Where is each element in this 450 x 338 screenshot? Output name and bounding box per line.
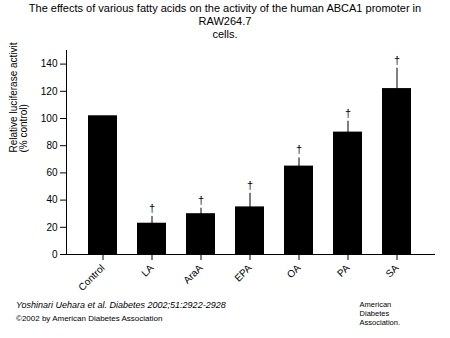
svg-text:PA: PA xyxy=(335,262,352,279)
svg-text:LA: LA xyxy=(139,262,156,279)
svg-text:EPA: EPA xyxy=(232,262,254,284)
svg-text:OA: OA xyxy=(285,262,303,280)
svg-text:†: † xyxy=(247,178,253,190)
svg-text:Relative luciferase activity(%: Relative luciferase activity(% control) xyxy=(8,42,29,153)
svg-text:†: † xyxy=(149,202,155,214)
svg-text:Control: Control xyxy=(76,262,107,293)
svg-text:†: † xyxy=(345,106,351,118)
svg-text:0: 0 xyxy=(52,248,58,259)
html-text:American Diabetes Association.: American Diabetes Association. xyxy=(359,299,400,328)
svg-text:AraA: AraA xyxy=(181,262,205,286)
svg-text:60: 60 xyxy=(46,167,58,178)
svg-text:140: 140 xyxy=(41,58,58,69)
svg-text:120: 120 xyxy=(41,85,58,96)
svg-text:80: 80 xyxy=(46,139,58,150)
html-text:©2002 by American Diabetes Ass: ©2002 by American Diabetes Association xyxy=(16,313,163,323)
svg-text:40: 40 xyxy=(46,194,58,205)
svg-text:20: 20 xyxy=(46,221,58,232)
html-text:The effects of various fatty a: The effects of various fatty acids on th… xyxy=(28,2,422,41)
svg-text:†: † xyxy=(394,53,400,65)
html-text:Yoshinari Uehara et al. Diabet: Yoshinari Uehara et al. Diabetes 2002;51… xyxy=(16,299,226,310)
svg-text:†: † xyxy=(198,193,204,205)
svg-text:†: † xyxy=(296,143,302,155)
svg-text:100: 100 xyxy=(41,112,58,123)
svg-text:SA: SA xyxy=(383,262,400,279)
